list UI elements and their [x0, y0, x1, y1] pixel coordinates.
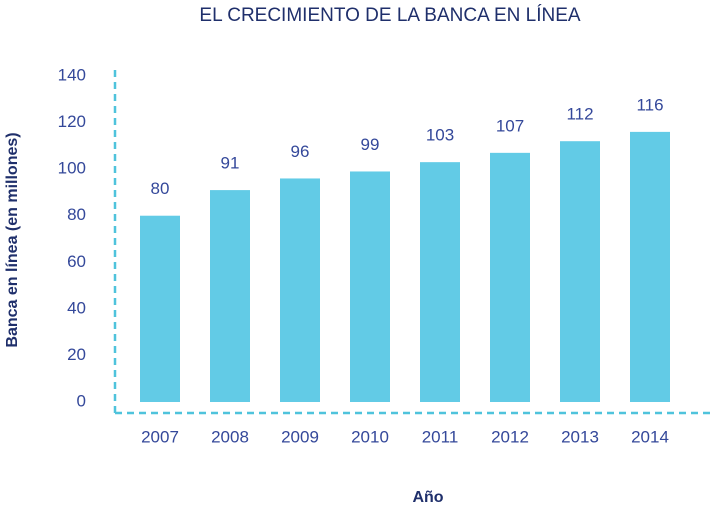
x-axis-title: Año: [412, 489, 443, 506]
bar: [140, 215, 180, 402]
data-label: 112: [566, 105, 593, 124]
y-tick-label: 80: [67, 205, 86, 224]
data-label: 103: [426, 126, 454, 145]
data-label: 99: [361, 135, 380, 154]
y-tick-label: 140: [58, 65, 86, 84]
x-tick-label: 2011: [422, 427, 459, 446]
bar: [210, 190, 250, 402]
y-tick-label: 60: [67, 252, 86, 271]
chart-title: EL CRECIMIENTO DE LA BANCA EN LÍNEA: [199, 5, 580, 26]
bar: [420, 162, 460, 402]
y-tick-label: 100: [58, 159, 86, 178]
x-tick-label: 2014: [631, 427, 669, 446]
y-tick-label: 0: [77, 391, 86, 410]
x-tick-label: 2009: [281, 427, 319, 446]
y-tick-label: 120: [58, 112, 86, 131]
data-label: 80: [151, 179, 170, 198]
bar: [280, 178, 320, 402]
bar: [490, 152, 530, 402]
data-label: 96: [291, 142, 310, 161]
bar: [560, 141, 600, 402]
y-tick-label: 20: [67, 345, 86, 364]
y-axis-title: Banca en línea (en millones): [4, 132, 21, 347]
x-tick-label: 2012: [491, 427, 529, 446]
data-label: 107: [496, 116, 524, 135]
data-label: 91: [221, 154, 240, 173]
data-label: 116: [636, 95, 663, 114]
x-tick-label: 2013: [561, 427, 599, 446]
bar: [630, 131, 670, 402]
x-tick-label: 2007: [141, 427, 179, 446]
x-tick-label: 2010: [351, 427, 389, 446]
x-tick-label: 2008: [211, 427, 249, 446]
y-tick-label: 40: [67, 298, 86, 317]
bar: [350, 171, 390, 402]
